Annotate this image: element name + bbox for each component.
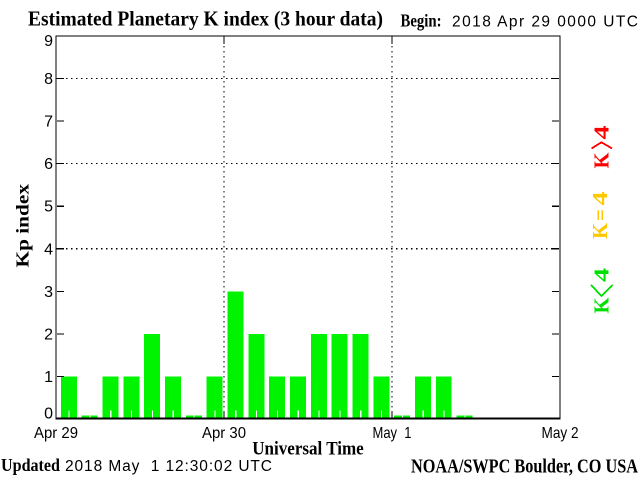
svg-text:K: K xyxy=(588,222,612,239)
svg-text:4: 4 xyxy=(590,125,614,140)
svg-text:May 2: May 2 xyxy=(542,425,579,442)
svg-text:Apr 30: Apr 30 xyxy=(202,425,246,442)
svg-text:8: 8 xyxy=(44,71,53,88)
svg-text:2018 May 1 12:30:02 UTC: 2018 May 1 12:30:02 UTC xyxy=(65,458,272,475)
svg-text:0: 0 xyxy=(44,406,53,423)
svg-text:Estimated Planetary K index (3: Estimated Planetary K index (3 hour data… xyxy=(28,7,383,31)
svg-text:May 1: May 1 xyxy=(373,425,412,442)
svg-text:=: = xyxy=(588,209,612,221)
svg-text:7: 7 xyxy=(44,114,53,131)
svg-text:5: 5 xyxy=(44,199,53,216)
svg-text:Apr 29: Apr 29 xyxy=(34,425,78,442)
svg-text:K: K xyxy=(590,297,614,314)
svg-text:2: 2 xyxy=(44,326,53,343)
svg-text:K: K xyxy=(590,152,614,169)
svg-text:3: 3 xyxy=(44,284,53,301)
svg-text:2018 Apr 29 0000 UTC: 2018 Apr 29 0000 UTC xyxy=(452,14,638,31)
svg-text:4: 4 xyxy=(44,241,53,258)
svg-text:NOAA/SWPC Boulder, CO USA: NOAA/SWPC Boulder, CO USA xyxy=(411,456,638,478)
svg-text:9: 9 xyxy=(44,33,53,50)
svg-text:Kp index: Kp index xyxy=(13,184,33,268)
svg-text:4: 4 xyxy=(588,191,612,206)
svg-text:Universal Time: Universal Time xyxy=(252,439,364,460)
svg-text:Updated: Updated xyxy=(1,455,60,475)
svg-text:Begin:: Begin: xyxy=(401,11,442,31)
svg-text:1: 1 xyxy=(44,369,53,386)
svg-text:6: 6 xyxy=(44,156,53,173)
svg-text:4: 4 xyxy=(590,267,614,282)
